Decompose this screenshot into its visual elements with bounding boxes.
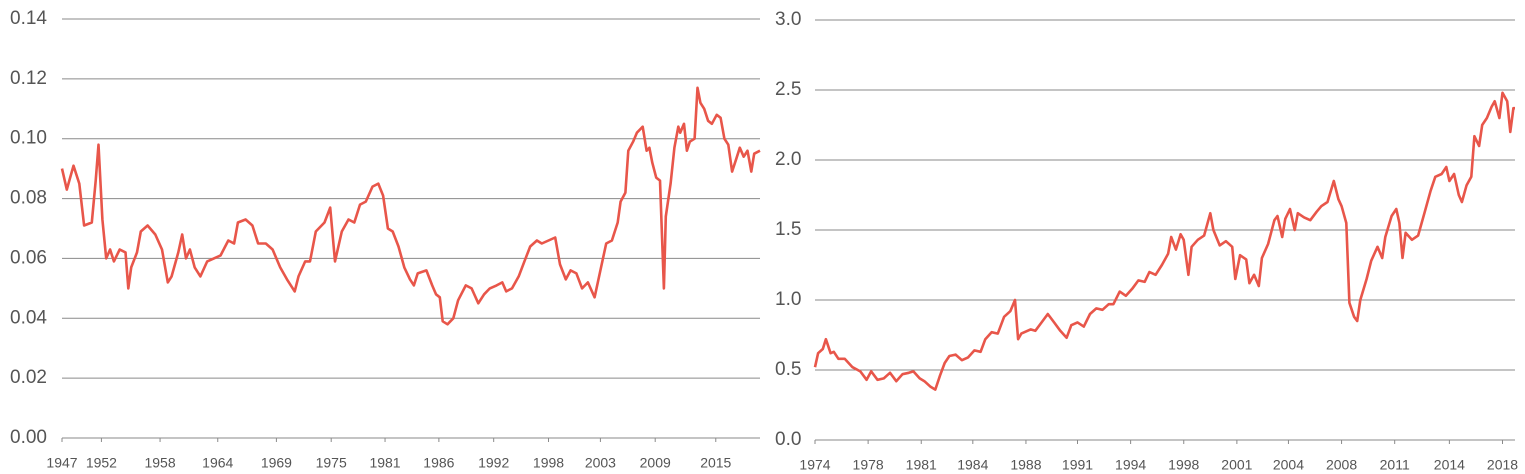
x-tick-label: 2015 (700, 455, 731, 471)
y-tick-label: 0.00 (10, 427, 47, 448)
y-tick-label: 1.5 (775, 219, 801, 240)
x-tick-label: 2001 (1221, 457, 1252, 473)
x-tick-label: 2004 (1273, 457, 1304, 473)
x-tick-label: 1986 (423, 455, 454, 471)
x-tick-label: 1998 (533, 455, 564, 471)
x-tick-label: 1958 (144, 455, 175, 471)
y-tick-label: 1.0 (775, 289, 801, 310)
y-tick-label: 0.02 (10, 367, 47, 388)
y-tick-label: 0.06 (10, 247, 47, 268)
y-tick-label: 0.12 (10, 68, 47, 89)
y-tick-label: 0.14 (10, 8, 47, 29)
x-tick-label: 1964 (202, 455, 233, 471)
x-tick-label: 1947 (46, 455, 77, 471)
x-tick-label: 1991 (1062, 457, 1093, 473)
x-tick-label: 1988 (1010, 457, 1041, 473)
x-tick-label: 1994 (1115, 457, 1146, 473)
y-tick-label: 2.5 (775, 79, 801, 100)
x-tick-label: 2018 (1487, 457, 1518, 473)
x-tick-label: 1981 (369, 455, 400, 471)
x-tick-label: 1969 (261, 455, 292, 471)
x-tick-label: 1981 (906, 457, 937, 473)
x-tick-label: 2009 (640, 455, 671, 471)
x-tick-label: 2003 (585, 455, 616, 471)
line (813, 91, 1515, 391)
line (60, 86, 761, 326)
x-tick-label: 2011 (1380, 457, 1410, 473)
x-tick-label: 1974 (799, 457, 830, 473)
y-tick-label: 2.0 (775, 149, 801, 170)
y-tick-label: 0.04 (10, 307, 47, 328)
x-tick-label: 1998 (1168, 457, 1199, 473)
x-tick-label: 2014 (1434, 457, 1465, 473)
x-tick-label: 1992 (478, 455, 509, 471)
x-tick-label: 1975 (316, 455, 347, 471)
y-tick-label: 0.5 (775, 359, 801, 380)
y-tick-label: 3.0 (775, 9, 801, 30)
y-tick-label: 0.08 (10, 188, 47, 209)
x-tick-label: 2008 (1326, 457, 1357, 473)
x-tick-label: 1978 (853, 457, 884, 473)
x-tick-label: 1952 (86, 455, 117, 471)
y-tick-label: 0.0 (775, 429, 801, 450)
y-tick-label: 0.10 (10, 128, 47, 149)
x-tick-label: 1984 (957, 457, 988, 473)
